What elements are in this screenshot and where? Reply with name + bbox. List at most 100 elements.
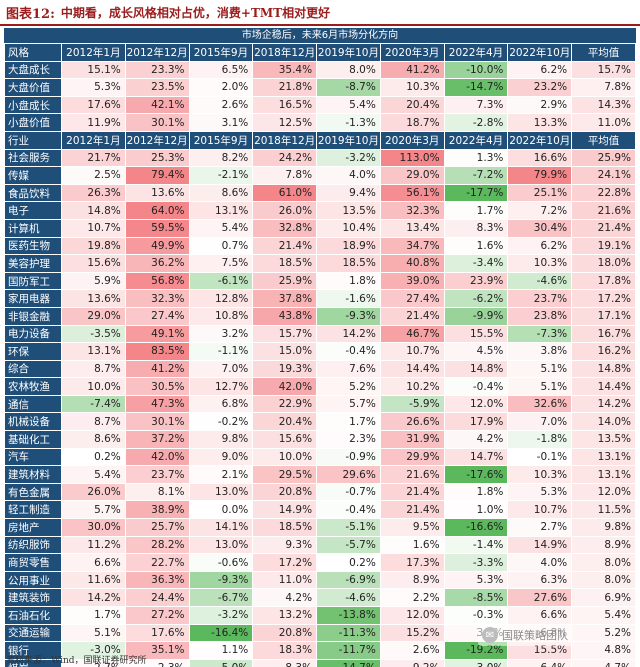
average-cell: 14.8% — [571, 359, 636, 379]
table-row: 轻工制造 5.7% 38.9% 0.0% 14.9% -0.4% 21.4% 1.0% 10.7… — [4, 500, 636, 520]
value-cell: -2.1% — [188, 166, 254, 185]
value-cell: -10.0% — [443, 60, 509, 80]
value-cell: 1.3% — [443, 148, 509, 168]
value-cell: -7.3% — [507, 324, 573, 344]
value-cell: 5.7% — [61, 500, 126, 520]
value-cell: -8.5% — [443, 588, 509, 607]
value-cell: 10.2% — [379, 377, 445, 396]
row-label: 交通运输 — [4, 623, 62, 643]
row-label: 小盘价值 — [4, 113, 62, 132]
value-cell: 6.2% — [507, 236, 573, 256]
value-cell: 35.4% — [252, 60, 318, 80]
column-header: 2022年10月 — [507, 130, 573, 150]
value-cell: -0.3% — [443, 606, 509, 625]
average-cell: 13.1% — [571, 447, 636, 467]
value-cell: 25.1% — [507, 183, 573, 203]
average-cell: 14.0% — [571, 412, 636, 432]
average-cell: 21.4% — [571, 218, 636, 238]
value-cell: 5.3% — [61, 78, 126, 97]
value-cell: 30.0% — [61, 518, 126, 537]
row-label: 医药生物 — [4, 236, 62, 256]
performance-table: 风格 2012年1月 2012年12月 2015年9月 2018年12月 2019年10月… — [4, 43, 636, 667]
value-cell: -1.8% — [507, 430, 573, 449]
value-cell: 24.2% — [252, 148, 318, 168]
value-cell: 14.9% — [252, 500, 318, 520]
figure-label: 图表12: — [6, 6, 55, 22]
table-row: 小盘成长 17.6% 42.1% 2.6% 16.5% 5.4% 20.4% 7.3% 2.9%… — [4, 95, 636, 115]
source-note: 资料来源：Wind，国联证券研究所 — [6, 656, 147, 666]
value-cell: 0.2% — [61, 447, 126, 467]
value-cell: 20.8% — [252, 482, 318, 502]
value-cell: 4.5% — [443, 342, 509, 361]
average-cell: 17.8% — [571, 271, 636, 291]
table-row: 电子 14.8% 64.0% 13.1% 26.0% 13.5% 32.3% 1.7% 7.2%… — [4, 201, 636, 220]
value-cell: 7.8% — [252, 166, 318, 185]
table-row: 电力设备 -3.5% 49.1% 3.2% 15.7% 14.2% 46.7% 15.5% -7… — [4, 324, 636, 344]
value-cell: 1.8% — [443, 482, 509, 502]
value-cell: 3.1% — [188, 113, 254, 132]
value-cell: 39.0% — [379, 271, 445, 291]
value-cell: 25.9% — [252, 271, 318, 291]
value-cell: 36.2% — [124, 254, 190, 273]
title-divider — [0, 24, 640, 26]
value-cell: -1.1% — [188, 342, 254, 361]
value-cell: 43.8% — [252, 306, 318, 326]
row-label: 美容护理 — [4, 254, 62, 273]
value-cell: 5.7% — [316, 394, 381, 414]
value-cell: 23.7% — [124, 465, 190, 484]
row-label: 建筑装饰 — [4, 588, 62, 607]
value-cell: 56.8% — [124, 271, 190, 291]
table-row: 煤炭2.7%2.3%-5.0%8.3%-14.7%9.2%-3.0%6.4%4.… — [4, 658, 636, 667]
value-cell: 2.1% — [188, 465, 254, 484]
wechat-icon: ✉ — [482, 627, 498, 643]
value-cell: 0.2% — [316, 553, 381, 572]
value-cell: 32.3% — [124, 289, 190, 308]
value-cell: 16.6% — [507, 148, 573, 168]
table-row: 食品饮料 26.3% 13.6% 8.6% 61.0% 9.4% 56.1% -17.7% 25… — [4, 183, 636, 203]
value-cell: 18.5% — [252, 518, 318, 537]
value-cell: -9.3% — [316, 306, 381, 326]
value-cell: 13.6% — [124, 183, 190, 203]
row-label: 大盘成长 — [4, 60, 62, 80]
value-cell: 9.5% — [379, 518, 445, 537]
column-header: 2012年1月 — [61, 43, 126, 62]
section-header-row: 行业 2012年1月 2012年12月 2015年9月 2018年12月 2019年10月… — [4, 130, 636, 150]
value-cell: -5.7% — [316, 535, 381, 555]
value-cell: -6.2% — [443, 289, 509, 308]
value-cell: 13.0% — [188, 535, 254, 555]
value-cell: 25.7% — [124, 518, 190, 537]
value-cell: 61.0% — [252, 183, 318, 203]
table-row: 小盘价值 11.9% 30.1% 3.1% 12.5% -1.3% 18.7% -2.8% 13… — [4, 113, 636, 132]
table-row: 大盘价值 5.3% 23.5% 2.0% 21.8% -8.7% 10.3% -14.7% 23… — [4, 78, 636, 97]
column-header: 2019年10月 — [316, 43, 381, 62]
value-cell: 30.1% — [124, 412, 190, 432]
value-cell: 30.1% — [124, 113, 190, 132]
value-cell: 79.9% — [507, 166, 573, 185]
table-row: 通信 -7.4% 47.3% 6.8% 22.9% 5.7% -5.9% 12.0% 32.6%… — [4, 394, 636, 414]
average-cell: 8.9% — [571, 535, 636, 555]
row-label: 商贸零售 — [4, 553, 62, 572]
value-cell: -6.9% — [316, 570, 381, 590]
value-cell: 11.6% — [61, 570, 126, 590]
value-cell: 10.7% — [379, 342, 445, 361]
row-label: 机械设备 — [4, 412, 62, 432]
value-cell: 14.8% — [61, 201, 126, 220]
value-cell: 30.4% — [507, 218, 573, 238]
value-cell: 37.2% — [124, 430, 190, 449]
value-cell: 1.6% — [443, 236, 509, 256]
value-cell: 18.7% — [379, 113, 445, 132]
value-cell: -0.2% — [188, 412, 254, 432]
average-cell: 12.0% — [571, 482, 636, 502]
row-label: 石油石化 — [4, 606, 62, 625]
table-row: 传媒 2.5% 79.4% -2.1% 7.8% 4.0% 29.0% -7.2% 79.9% 2… — [4, 166, 636, 185]
value-cell: 8.7% — [61, 359, 126, 379]
average-cell: 15.7% — [571, 60, 636, 80]
row-label: 综合 — [4, 359, 62, 379]
value-cell: 79.4% — [124, 166, 190, 185]
value-cell: 10.0% — [61, 377, 126, 396]
value-cell: 11.9% — [61, 113, 126, 132]
value-cell: 10.3% — [379, 78, 445, 97]
value-cell: -11.7% — [316, 641, 381, 660]
column-header: 2012年12月 — [124, 43, 190, 62]
value-cell: 30.5% — [124, 377, 190, 396]
